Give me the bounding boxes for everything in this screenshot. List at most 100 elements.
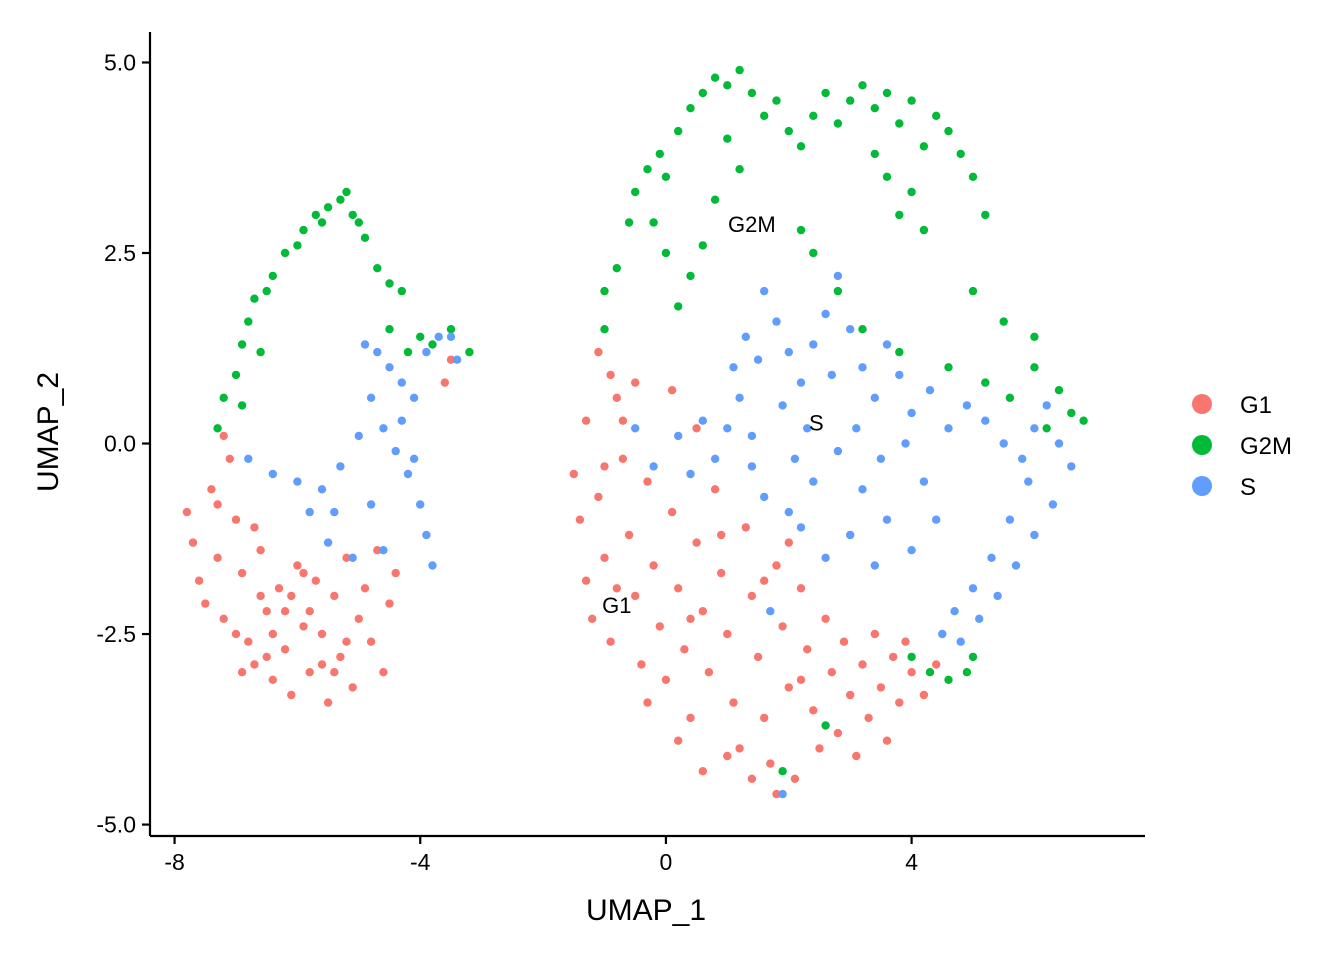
legend-item-g2m: G2M <box>1192 433 1292 460</box>
point-g2m <box>882 88 892 98</box>
point-g2m <box>231 370 241 380</box>
point-g1 <box>594 492 603 502</box>
point-g2m <box>821 88 830 98</box>
point-s <box>895 370 904 380</box>
point-s <box>846 325 855 334</box>
point-g2m <box>237 401 247 410</box>
point-g1 <box>735 744 744 753</box>
point-g1 <box>188 538 198 547</box>
point-g1 <box>219 431 228 441</box>
point-g2m <box>907 652 916 662</box>
point-s <box>391 446 400 456</box>
point-g2m <box>385 325 394 334</box>
point-g1 <box>674 584 683 593</box>
point-g2m <box>999 317 1008 326</box>
point-g1 <box>870 629 879 639</box>
point-s <box>348 553 357 562</box>
point-g1 <box>821 614 830 623</box>
point-g2m <box>446 325 456 334</box>
point-g1 <box>618 454 628 463</box>
point-g1 <box>606 370 615 380</box>
point-g2m <box>895 347 904 357</box>
point-g2m <box>944 675 953 684</box>
point-g1 <box>360 584 370 593</box>
point-g1 <box>379 668 388 677</box>
point-s <box>379 424 388 433</box>
point-s <box>882 340 892 349</box>
point-s <box>962 401 972 410</box>
point-s <box>649 462 658 471</box>
point-s <box>975 614 984 623</box>
y-tick-label: -2.5 <box>96 621 136 647</box>
point-g2m <box>870 104 879 113</box>
point-g2m <box>213 424 222 433</box>
point-s <box>753 355 763 364</box>
point-s <box>1005 515 1015 524</box>
point-s <box>422 530 431 540</box>
point-g1 <box>747 591 757 601</box>
point-g1 <box>612 393 621 402</box>
point-g1 <box>391 568 400 578</box>
legend: G1 G2M S <box>1192 392 1292 501</box>
point-s <box>1018 454 1027 463</box>
point-g2m <box>385 279 394 288</box>
point-g1 <box>280 645 290 654</box>
point-g1 <box>919 690 929 700</box>
point-g2m <box>944 363 953 372</box>
point-g2m <box>968 286 978 296</box>
point-g2m <box>968 172 978 181</box>
point-g1 <box>790 774 800 783</box>
point-g2m <box>416 332 425 341</box>
point-g1 <box>594 347 603 357</box>
point-s <box>305 507 314 517</box>
point-g2m <box>1079 416 1088 425</box>
point-g2m <box>600 286 609 296</box>
point-g1 <box>317 660 327 669</box>
point-g1 <box>280 607 290 616</box>
point-g1 <box>698 607 707 616</box>
point-g2m <box>710 73 720 82</box>
point-g1 <box>723 751 732 761</box>
point-g2m <box>262 286 271 296</box>
point-s <box>1030 424 1039 433</box>
point-s <box>870 561 879 570</box>
cluster-label-g2m: G2M <box>728 212 776 237</box>
point-g1 <box>833 728 843 738</box>
point-g2m <box>723 134 732 143</box>
point-g1 <box>876 683 886 692</box>
point-g2m <box>299 225 308 235</box>
x-tick-label: 4 <box>905 849 918 875</box>
point-g1 <box>213 553 222 562</box>
legend-item-g1: G1 <box>1192 392 1272 419</box>
point-g2m <box>710 195 720 204</box>
point-g1 <box>643 477 652 486</box>
point-g2m <box>268 271 277 281</box>
point-s <box>901 439 910 448</box>
point-g2m <box>778 767 787 776</box>
point-g1 <box>348 683 357 692</box>
point-s <box>397 416 406 425</box>
point-g2m <box>747 88 757 98</box>
point-g1 <box>299 622 308 631</box>
point-s <box>729 363 738 372</box>
point-g1 <box>889 652 898 662</box>
point-g1 <box>250 523 259 532</box>
point-g1 <box>839 637 849 646</box>
point-g1 <box>207 485 216 494</box>
point-g1 <box>305 607 314 616</box>
point-g2m <box>311 210 320 220</box>
legend-label: G2M <box>1240 433 1292 460</box>
point-s <box>790 454 800 463</box>
point-g1 <box>649 561 658 570</box>
point-g1 <box>723 629 732 639</box>
point-s <box>938 629 947 639</box>
point-s <box>925 386 935 395</box>
point-s <box>907 408 916 418</box>
point-g2m <box>237 340 247 349</box>
point-s <box>416 500 425 509</box>
point-g2m <box>643 165 652 174</box>
point-g2m <box>403 347 413 357</box>
legend-swatch <box>1192 476 1212 496</box>
point-g1 <box>729 698 738 707</box>
point-g1 <box>575 515 585 524</box>
